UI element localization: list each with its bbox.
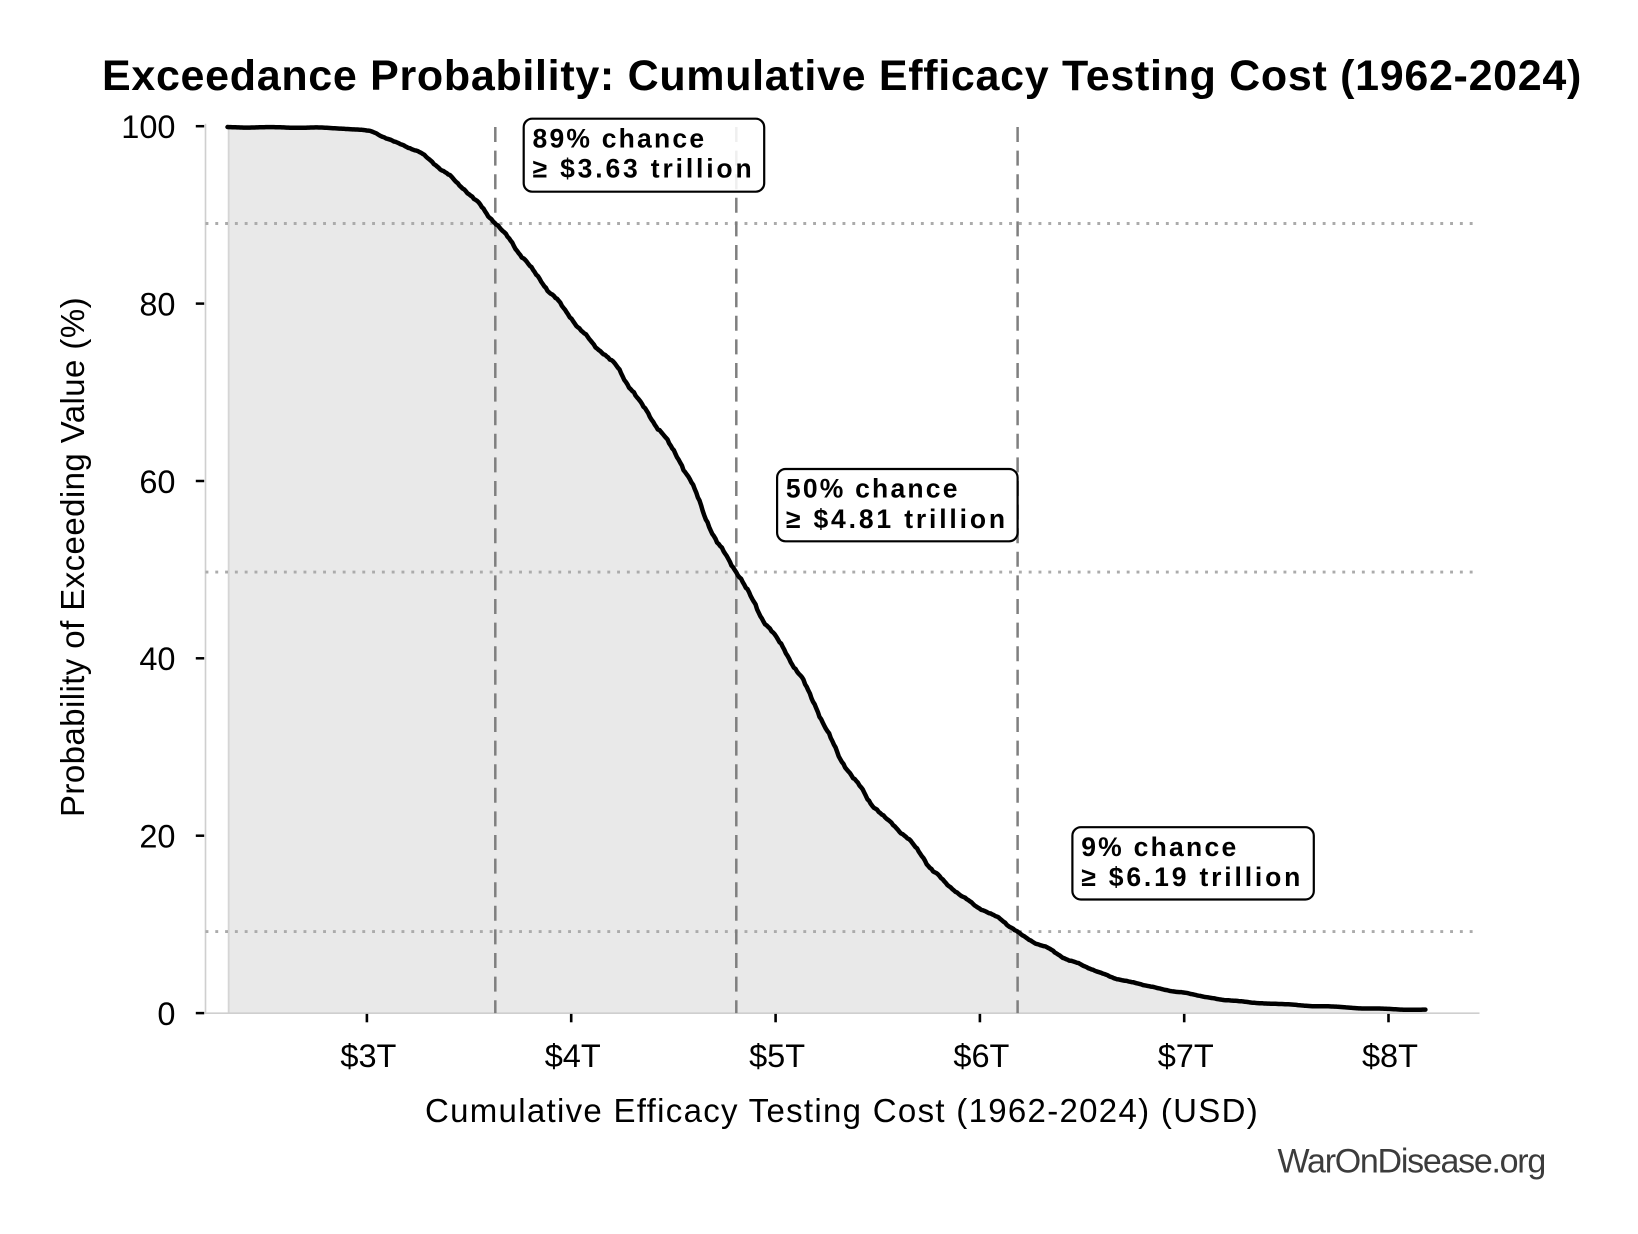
svg-text:WarOnDisease.org: WarOnDisease.org — [1278, 1143, 1546, 1181]
svg-text:$4T: $4T — [545, 1038, 601, 1074]
svg-text:9% chance: 9% chance — [1081, 832, 1238, 862]
svg-text:$6T: $6T — [953, 1038, 1009, 1074]
svg-text:Probability of Exceeding Value: Probability of Exceeding Value (%) — [54, 297, 91, 817]
svg-text:$5T: $5T — [749, 1038, 805, 1074]
svg-text:$3T: $3T — [340, 1038, 396, 1074]
svg-text:≥ $4.81 trillion: ≥ $4.81 trillion — [786, 504, 1008, 534]
svg-text:≥ $6.19 trillion: ≥ $6.19 trillion — [1081, 862, 1303, 892]
svg-text:80: 80 — [139, 287, 175, 323]
svg-text:$8T: $8T — [1362, 1038, 1418, 1074]
svg-text:$7T: $7T — [1158, 1038, 1214, 1074]
svg-text:20: 20 — [139, 819, 175, 855]
svg-text:Exceedance Probability: Cumula: Exceedance Probability: Cumulative Effic… — [102, 52, 1582, 100]
svg-text:50% chance: 50% chance — [786, 474, 960, 504]
svg-text:60: 60 — [139, 464, 175, 500]
svg-text:100: 100 — [121, 109, 175, 145]
svg-text:89% chance: 89% chance — [533, 123, 707, 153]
svg-text:Cumulative Efficacy Testing Co: Cumulative Efficacy Testing Cost (1962-2… — [425, 1092, 1259, 1129]
svg-text:≥ $3.63 trillion: ≥ $3.63 trillion — [533, 154, 755, 184]
svg-text:0: 0 — [157, 996, 175, 1032]
svg-text:40: 40 — [139, 641, 175, 677]
